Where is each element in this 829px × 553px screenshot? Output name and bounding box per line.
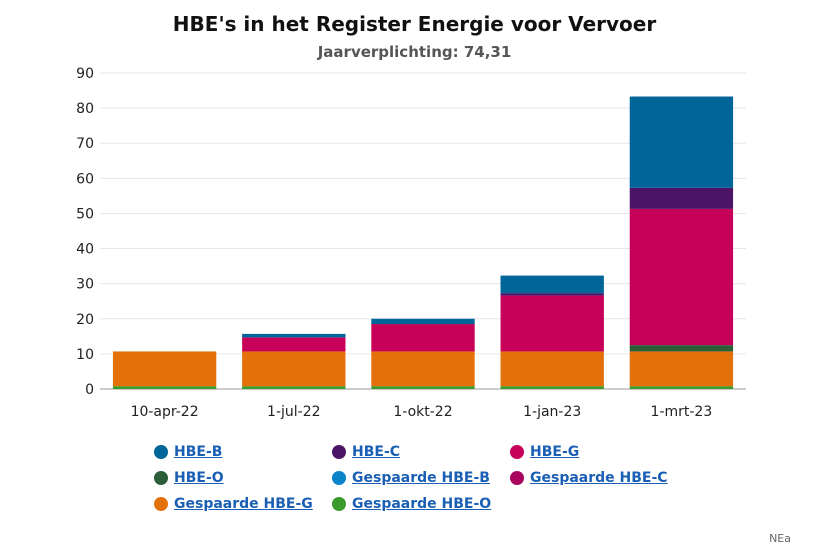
bar-segment-gespaarde-hbe-g: [112, 351, 217, 387]
legend-swatch: [154, 471, 168, 485]
bar-segment-gespaarde-hbe-g: [371, 351, 475, 387]
bar-segment-hbe-o: [629, 345, 734, 352]
legend-label[interactable]: Gespaarde HBE-B: [352, 470, 490, 486]
bar-segment-hbe-g: [371, 324, 475, 352]
legend-label[interactable]: Gespaarde HBE-G: [174, 496, 313, 512]
legend-swatch: [510, 445, 524, 459]
bar-segment-hbe-g: [629, 208, 734, 346]
bar-segment-hbe-g: [500, 295, 604, 352]
y-tick-label: 70: [76, 136, 94, 152]
bar-segment-gespaarde-hbe-g: [500, 351, 604, 387]
chart-subtitle: Jaarverplichting: 74,31: [317, 43, 512, 61]
bar-segment-gespaarde-hbe-o: [242, 386, 346, 389]
bar-segment-hbe-b: [500, 275, 604, 294]
bar-segment-gespaarde-hbe-o: [629, 386, 734, 389]
source-credit: NEa: [769, 532, 791, 545]
bar-segment-gespaarde-hbe-o: [500, 386, 604, 389]
legend-label[interactable]: Gespaarde HBE-C: [530, 470, 668, 486]
y-tick-label: 30: [76, 277, 94, 293]
x-tick-label: 1-mrt-23: [651, 404, 713, 420]
legend-item[interactable]: HBE-O: [154, 470, 224, 486]
y-tick-label: 10: [76, 347, 94, 363]
legend-swatch: [332, 445, 346, 459]
bar-segment-hbe-b: [371, 318, 475, 325]
x-tick-label: 1-okt-22: [393, 404, 452, 420]
y-tick-label: 40: [76, 242, 94, 258]
legend-label[interactable]: Gespaarde HBE-O: [352, 496, 492, 512]
y-tick-label: 50: [76, 206, 94, 222]
bar-segment-gespaarde-hbe-g: [242, 351, 346, 387]
legend-swatch: [332, 471, 346, 485]
legend-item[interactable]: Gespaarde HBE-G: [154, 496, 313, 512]
y-tick-label: 80: [76, 101, 94, 117]
legend-item[interactable]: HBE-G: [510, 444, 579, 460]
legend-swatch: [510, 471, 524, 485]
y-tick-label: 90: [76, 66, 94, 82]
legend-item[interactable]: HBE-C: [332, 444, 400, 460]
bar-segment-gespaarde-hbe-o: [112, 386, 217, 389]
bar-segment-hbe-g: [242, 337, 346, 352]
y-tick-label: 20: [76, 312, 94, 328]
legend-swatch: [154, 497, 168, 511]
legend-item[interactable]: HBE-B: [154, 444, 222, 460]
stacked-bar-chart: 0 10 20 30 40 50 60 70 80 90 10-apr-22 1-jul-22 1-ok…: [76, 66, 746, 420]
x-tick-label: 1-jul-22: [267, 404, 320, 420]
bar-segment-hbe-c: [629, 187, 734, 209]
legend-item[interactable]: Gespaarde HBE-O: [332, 496, 491, 512]
legend-label[interactable]: HBE-G: [530, 444, 580, 460]
chart-title: HBE's in het Register Energie voor Vervo…: [172, 12, 657, 36]
bar-segment-hbe-b: [242, 333, 346, 338]
bar-segment-gespaarde-hbe-o: [371, 386, 475, 389]
legend-swatch: [154, 445, 168, 459]
y-tick-label: 0: [85, 382, 94, 398]
legend-label[interactable]: HBE-B: [174, 444, 223, 460]
x-tick-label: 1-jan-23: [523, 404, 581, 420]
legend-item[interactable]: Gespaarde HBE-C: [510, 470, 668, 486]
legend-label[interactable]: HBE-O: [174, 470, 224, 486]
legend-swatch: [332, 497, 346, 511]
bar-segment-hbe-c: [500, 293, 604, 296]
bar-segment-gespaarde-hbe-g: [629, 351, 734, 387]
bar-segment-hbe-b: [629, 96, 734, 188]
legend-item[interactable]: Gespaarde HBE-B: [332, 470, 490, 486]
legend-label[interactable]: HBE-C: [352, 444, 401, 460]
y-tick-label: 60: [76, 171, 94, 187]
x-tick-label: 10-apr-22: [131, 404, 199, 420]
